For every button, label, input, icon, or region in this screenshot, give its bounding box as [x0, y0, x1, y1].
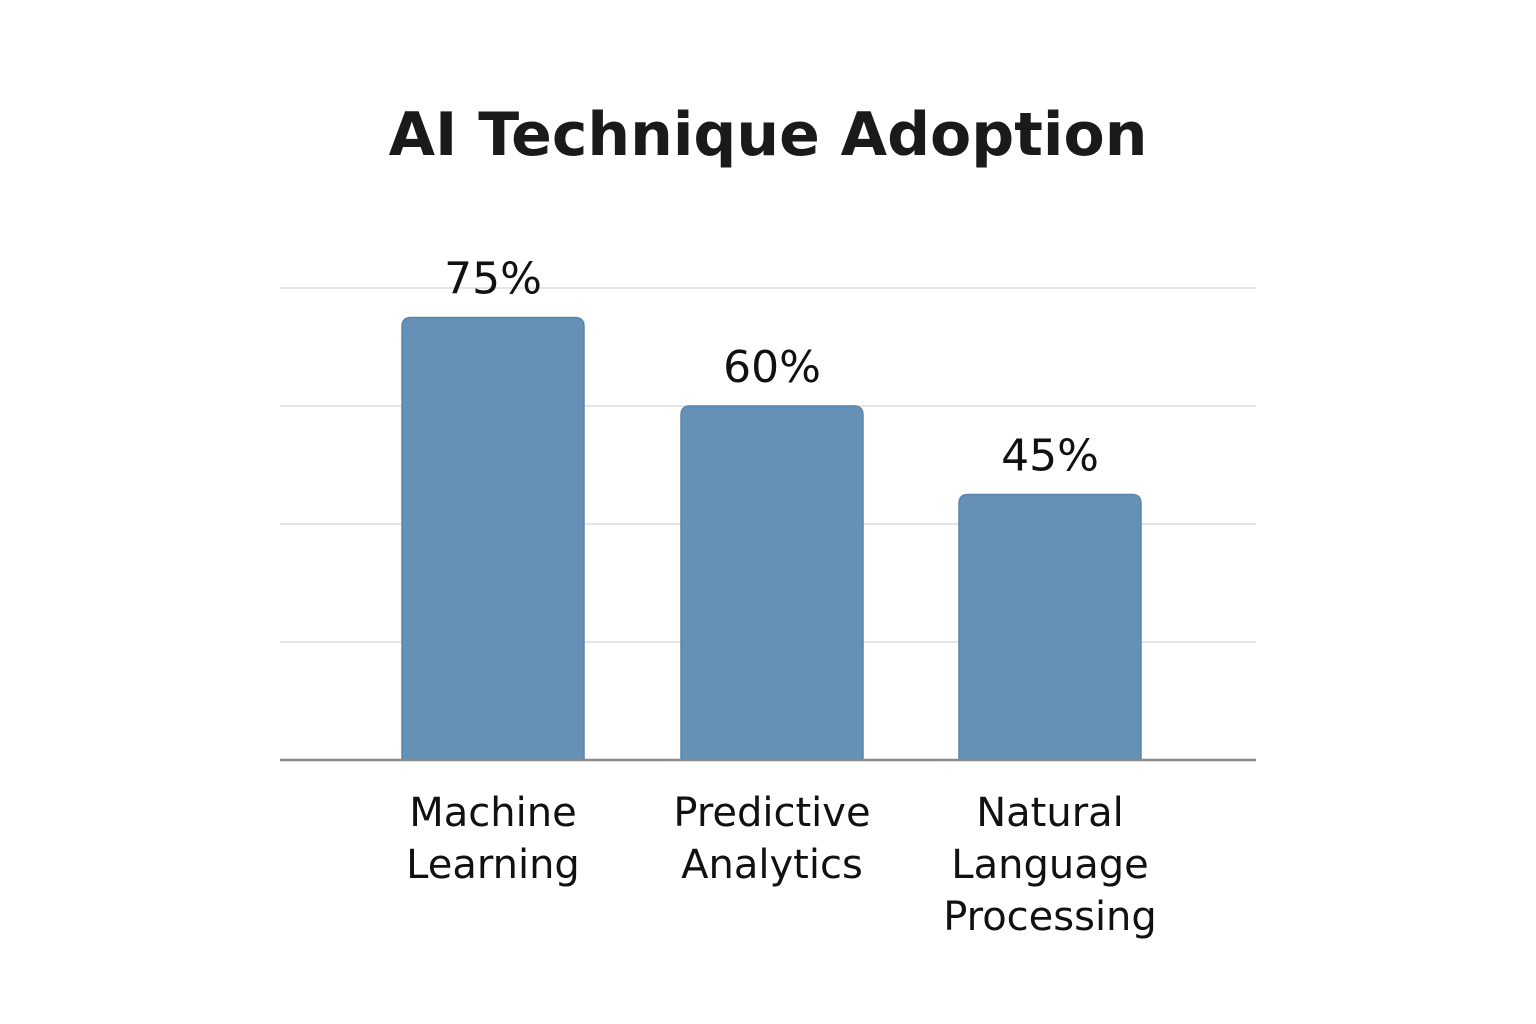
category-label-1-line-0: Predictive: [673, 790, 870, 836]
category-label-1: Predictive Analytics: [673, 790, 870, 888]
data-labels: 75% 60% 45%: [444, 254, 1099, 482]
bar-0: [401, 316, 585, 761]
value-label-1: 60%: [723, 342, 821, 393]
chart-title: AI Technique Adoption: [389, 100, 1148, 170]
category-label-0: Machine Learning: [406, 790, 580, 888]
bar-2: [958, 493, 1142, 761]
category-label-0-line-1: Learning: [406, 842, 580, 888]
category-label-0-line-0: Machine: [409, 790, 576, 836]
category-label-1-line-1: Analytics: [681, 842, 863, 888]
category-labels: Machine Learning Predictive Analytics Natura…: [406, 790, 1157, 940]
value-label-2: 45%: [1001, 431, 1099, 482]
category-label-2-line-2: Processing: [943, 894, 1157, 940]
value-label-0: 75%: [444, 254, 542, 305]
category-label-2: Natural Language Processing: [943, 790, 1157, 940]
bars: [401, 316, 1142, 761]
category-label-2-line-1: Language: [951, 842, 1148, 888]
category-label-2-line-0: Natural: [976, 790, 1124, 836]
bar-1: [680, 405, 864, 761]
